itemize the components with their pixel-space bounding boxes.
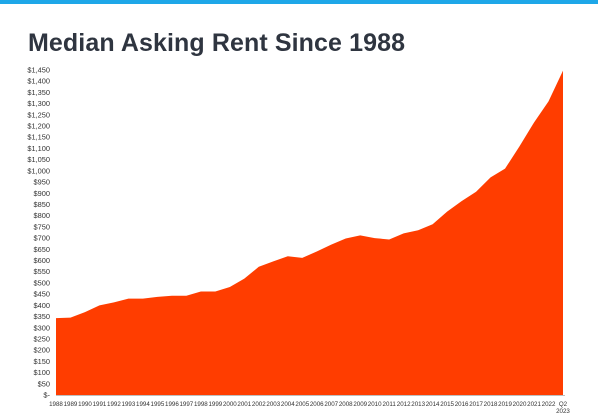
x-tick-label: 2010	[368, 401, 382, 408]
x-tick-label: 1995	[151, 401, 165, 408]
y-tick-label: $1,300	[27, 99, 50, 108]
x-tick-label: 1994	[136, 401, 150, 408]
x-tick-label: 2007	[324, 401, 338, 408]
x-tick-label: 1989	[64, 401, 78, 408]
y-tick-label: $450	[34, 290, 50, 299]
y-tick-label: $350	[34, 312, 50, 321]
x-tick-label: 2011	[383, 401, 397, 408]
y-tick-label: $250	[34, 334, 50, 343]
y-tick-label: $1,200	[27, 122, 50, 131]
top-accent-bar	[0, 0, 598, 4]
x-tick-label: 2000	[223, 401, 237, 408]
x-tick-label: 1996	[165, 401, 179, 408]
y-tick-label: $850	[34, 200, 50, 209]
x-tick-label: 2014	[426, 401, 440, 408]
y-tick-label: $100	[34, 368, 50, 377]
x-axis: 1988 1989 1990 1991 1992 1993 1994 1995 1996 1997…	[49, 401, 570, 415]
x-tick-label: 2013	[411, 401, 425, 408]
y-tick-label: $300	[34, 323, 50, 332]
x-tick-label: 1993	[122, 401, 136, 408]
x-tick-label: 1990	[78, 401, 92, 408]
y-tick-label: $800	[34, 211, 50, 220]
y-tick-label: $1,250	[27, 110, 50, 119]
x-tick-label: 2009	[353, 401, 367, 408]
x-tick-label: 1997	[179, 401, 193, 408]
chart-title: Median Asking Rent Since 1988	[28, 29, 406, 57]
area-series	[56, 70, 563, 396]
x-tick-label: 1988	[49, 401, 63, 408]
x-tick-label: 2022	[542, 401, 556, 408]
x-tick-label: 2020	[513, 401, 527, 408]
x-tick-label: 2021	[527, 401, 541, 408]
x-tick-label: 2008	[339, 401, 353, 408]
x-tick-label: 1992	[107, 401, 121, 408]
y-tick-label: $950	[34, 178, 50, 187]
x-tick-label: 2018	[484, 401, 498, 408]
x-tick-label: 2017	[469, 401, 483, 408]
y-tick-label: $1,100	[27, 144, 50, 153]
y-tick-label: $700	[34, 234, 50, 243]
x-tick-label: 2016	[455, 401, 469, 408]
y-tick-label: $1,050	[27, 155, 50, 164]
x-tick-label: 1998	[194, 401, 208, 408]
x-tick-label: 2012	[397, 401, 411, 408]
x-tick-label: 1991	[93, 401, 107, 408]
x-tick-label: 2001	[237, 401, 251, 408]
y-tick-label: $1,450	[27, 66, 50, 75]
x-tick-label: 2015	[440, 401, 454, 408]
y-tick-label: $900	[34, 189, 50, 198]
y-tick-label: $200	[34, 346, 50, 355]
y-tick-label: $1,150	[27, 133, 50, 142]
y-tick-label: $1,350	[27, 88, 50, 97]
y-tick-label: $650	[34, 245, 50, 254]
x-tick-label: 2005	[295, 401, 309, 408]
y-tick-label: $400	[34, 301, 50, 310]
x-tick-label: 2019	[498, 401, 512, 408]
x-tick-label: Q2 2023	[556, 401, 570, 415]
plot-area	[56, 70, 565, 396]
y-tick-label: $150	[34, 357, 50, 366]
y-tick-label: $1,400	[27, 77, 50, 86]
y-axis: $- $50 $100 $150 $200 $250 $300 $350 $400 $450 $50…	[27, 66, 50, 400]
x-tick-label: 2004	[281, 401, 295, 408]
x-tick-label: 2006	[310, 401, 324, 408]
x-tick-label: 1999	[208, 401, 222, 408]
y-tick-label: $550	[34, 267, 50, 276]
y-tick-label: $750	[34, 222, 50, 231]
x-tick-label: 2003	[266, 401, 280, 408]
y-tick-label: $1,000	[27, 166, 50, 175]
y-tick-label: $600	[34, 256, 50, 265]
x-tick-label: 2002	[252, 401, 266, 408]
y-tick-label: $500	[34, 278, 50, 287]
y-tick-label: $50	[38, 379, 50, 388]
y-tick-label: $-	[43, 391, 50, 400]
